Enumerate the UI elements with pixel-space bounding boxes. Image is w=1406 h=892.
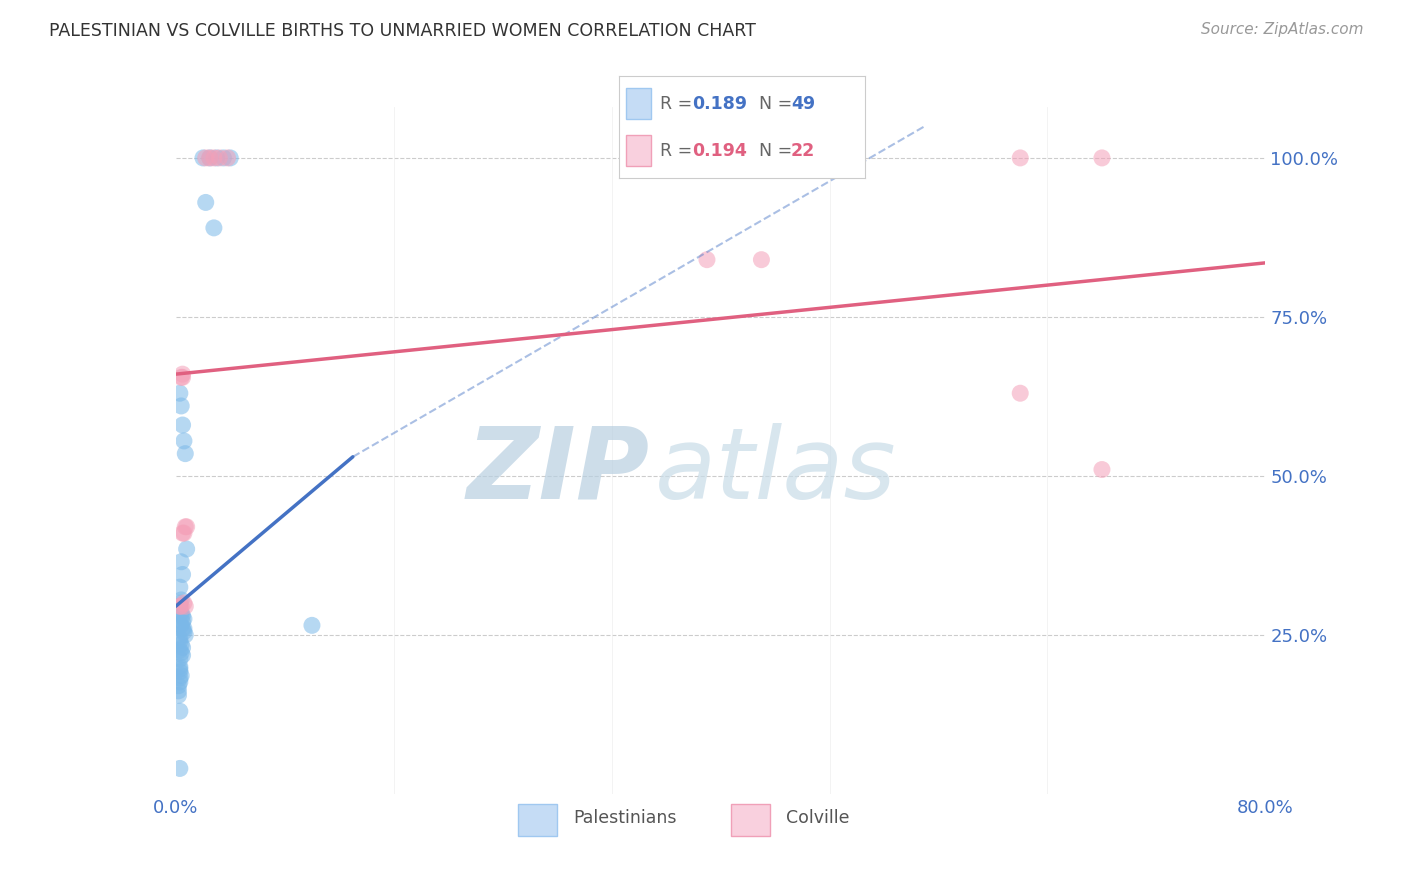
Point: [208, 151, 231, 165]
Text: N =: N =: [759, 95, 797, 112]
Point: [173, 624, 195, 639]
Point: [172, 526, 194, 541]
Point: [173, 526, 195, 541]
Point: [169, 675, 191, 690]
Point: [172, 370, 194, 384]
Point: [169, 631, 191, 645]
Point: [167, 679, 190, 693]
Point: [167, 683, 190, 698]
Point: [172, 567, 194, 582]
Point: [1091, 462, 1114, 476]
Bar: [731, 804, 770, 836]
Point: [219, 151, 242, 165]
Text: Colville: Colville: [786, 809, 849, 828]
Point: [1010, 151, 1032, 165]
Point: [202, 220, 225, 235]
Point: [751, 252, 773, 267]
Point: [217, 151, 239, 165]
Point: [170, 555, 193, 569]
Point: [170, 618, 193, 632]
Point: [169, 652, 191, 666]
Point: [169, 761, 191, 775]
Point: [202, 151, 225, 165]
Bar: [517, 804, 557, 836]
Point: [173, 622, 195, 636]
Point: [173, 612, 195, 626]
Point: [170, 599, 193, 614]
Point: [172, 608, 194, 623]
Point: [696, 252, 718, 267]
Point: [172, 648, 194, 663]
Point: [174, 628, 197, 642]
Point: [169, 599, 191, 614]
Point: [176, 542, 198, 557]
Bar: [626, 88, 651, 119]
Point: [169, 596, 191, 610]
Point: [174, 599, 197, 614]
Point: [212, 151, 235, 165]
Point: [169, 665, 191, 679]
Point: [301, 618, 323, 632]
Point: [170, 608, 193, 623]
Point: [176, 520, 198, 534]
Point: [174, 520, 197, 534]
Point: [172, 622, 194, 636]
Point: [170, 593, 193, 607]
Point: [173, 434, 195, 448]
Point: [198, 151, 221, 165]
Point: [174, 447, 197, 461]
Point: [169, 671, 191, 685]
Text: Palestinians: Palestinians: [574, 809, 676, 828]
Point: [205, 151, 228, 165]
Text: N =: N =: [759, 142, 797, 160]
Point: [170, 668, 193, 682]
Point: [169, 386, 191, 401]
Text: 49: 49: [790, 95, 815, 112]
Text: PALESTINIAN VS COLVILLE BIRTHS TO UNMARRIED WOMEN CORRELATION CHART: PALESTINIAN VS COLVILLE BIRTHS TO UNMARR…: [49, 22, 756, 40]
Text: 0.189: 0.189: [692, 95, 748, 112]
Text: 0.194: 0.194: [692, 142, 748, 160]
Point: [169, 634, 191, 648]
Point: [1091, 151, 1114, 165]
Point: [191, 151, 214, 165]
Point: [169, 662, 191, 676]
Point: [170, 606, 193, 620]
Point: [194, 195, 217, 210]
Text: R =: R =: [661, 95, 699, 112]
Point: [172, 615, 194, 630]
Text: Source: ZipAtlas.com: Source: ZipAtlas.com: [1201, 22, 1364, 37]
Text: ZIP: ZIP: [467, 423, 650, 519]
Text: R =: R =: [661, 142, 699, 160]
Point: [172, 367, 194, 381]
Point: [169, 580, 191, 594]
Point: [173, 596, 195, 610]
Point: [169, 659, 191, 673]
Point: [170, 399, 193, 413]
Point: [169, 599, 191, 614]
Point: [169, 704, 191, 718]
Point: [169, 643, 191, 657]
Text: 22: 22: [790, 142, 815, 160]
Point: [172, 640, 194, 655]
Point: [194, 151, 217, 165]
Point: [1010, 386, 1032, 401]
Point: [167, 688, 190, 702]
Point: [170, 646, 193, 660]
Text: atlas: atlas: [655, 423, 897, 519]
Point: [172, 417, 194, 432]
Point: [198, 151, 221, 165]
Point: [170, 637, 193, 651]
Point: [170, 370, 193, 384]
Bar: [626, 136, 651, 166]
